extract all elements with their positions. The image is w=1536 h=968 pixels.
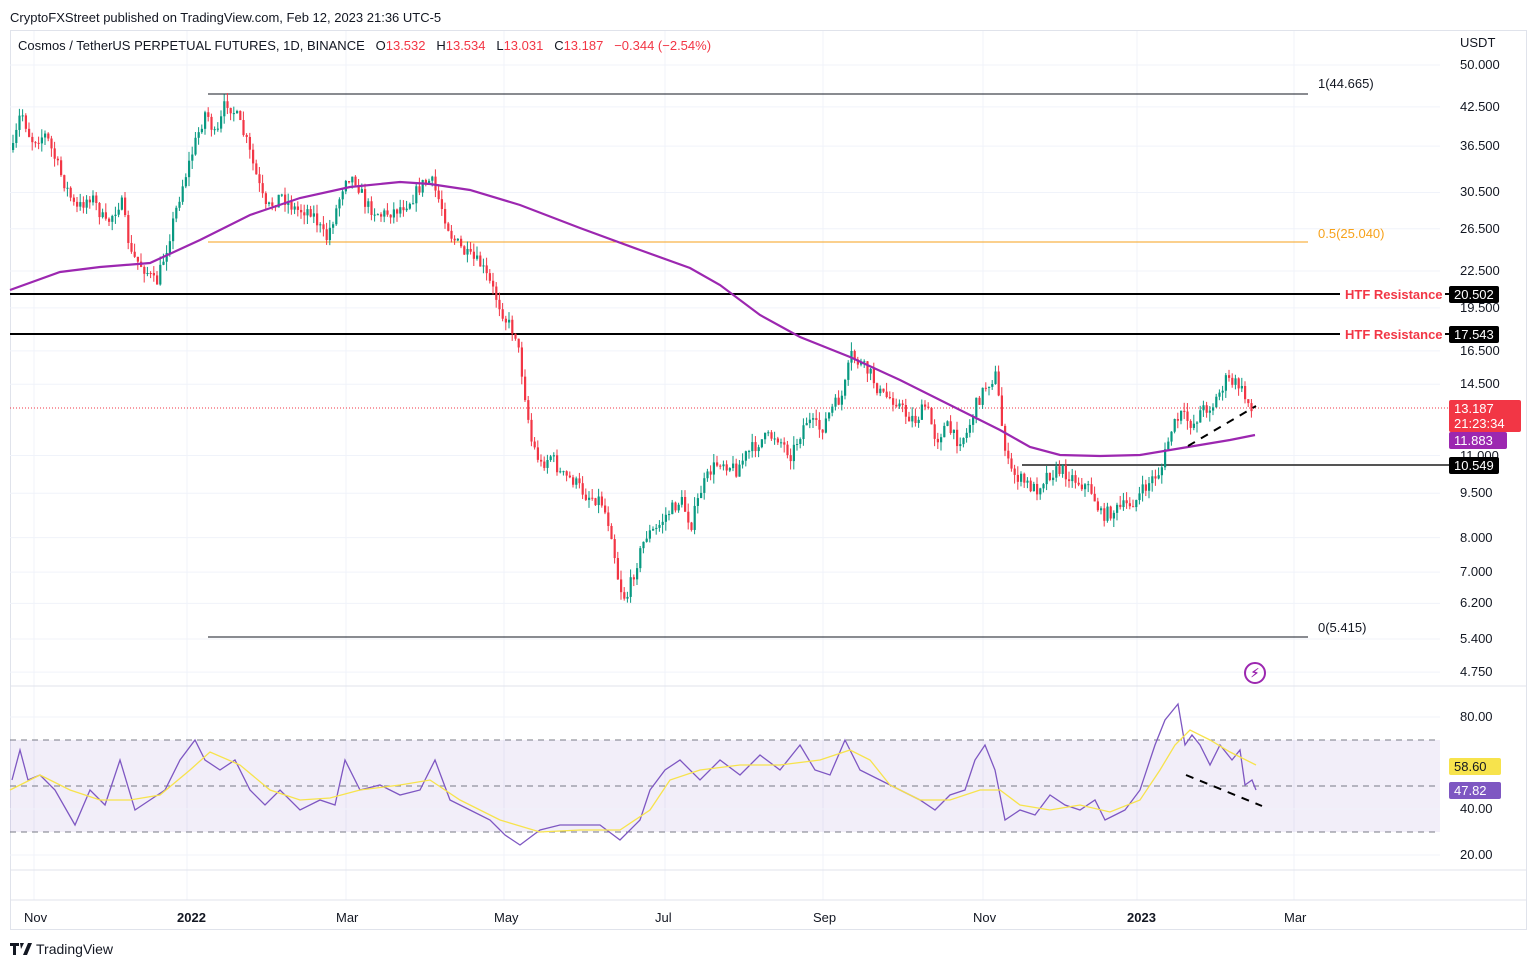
price-tick: 8.000 [1460,529,1493,545]
time-label: 2022 [177,910,206,925]
ma-price-tag: 11.883 [1449,432,1507,449]
time-label: 2023 [1127,910,1156,925]
price-tick: 5.400 [1460,631,1493,646]
low-value: 13.031 [503,38,544,53]
close-label: C [554,38,564,53]
lightning-icon[interactable]: ⚡︎ [1244,662,1266,684]
tradingview-brand: TradingView [36,941,114,957]
symbol-name: Cosmos / TetherUS PERPETUAL FUTURES, 1D,… [18,38,365,53]
high-label: H [436,38,446,53]
high-value: 13.534 [445,38,486,53]
tradingview-logo-icon [10,943,32,955]
htf-resistance-label-2: HTF Resistance [1343,327,1445,342]
bar-countdown: 21:23:34 [1454,416,1505,431]
rsi-tick: 20.00 [1460,847,1493,862]
price-tick: 36.500 [1460,138,1500,154]
price-tick: 30.500 [1460,184,1500,200]
symbol-legend: Cosmos / TetherUS PERPETUAL FUTURES, 1D,… [18,38,711,53]
low-label: L [496,38,504,53]
time-label: Jul [655,910,672,925]
last-price-tag: 13.187 21:23:34 [1449,400,1521,432]
htf1-price-tag: 20.502 [1449,286,1499,303]
change-value: −0.344 (−2.54%) [614,38,712,53]
close-value: 13.187 [563,38,604,53]
price-tick: 16.500 [1460,342,1500,358]
time-label: May [494,910,519,925]
rsi-value-tag: 47.82 [1449,782,1501,799]
fib-bottom-label: 0(5.415) [1318,620,1367,635]
fib-top-label: 1(44.665) [1318,76,1374,91]
open-value: 13.532 [385,38,426,53]
rsi-tick: 40.00 [1460,801,1493,816]
price-tick: 50.000 [1460,57,1500,72]
time-label: Mar [336,910,359,925]
price-tick: 26.500 [1460,220,1500,236]
rsi-ma-tag: 58.60 [1449,758,1501,775]
price-tick: 22.500 [1460,262,1500,278]
time-label: Sep [813,910,837,925]
price-tick: 19.500 [1460,299,1500,315]
price-tick: 42.500 [1460,98,1500,114]
time-label: Mar [1284,910,1307,925]
price-tick: 4.750 [1460,664,1493,680]
htf-resistance-label-1: HTF Resistance [1343,287,1445,302]
support-price-tag: 10.549 [1449,457,1499,474]
htf2-price-tag: 17.543 [1449,326,1499,343]
price-tick: 9.500 [1460,485,1493,501]
publisher-line: CryptoFXStreet published on TradingView.… [10,10,442,25]
currency-label: USDT [1460,35,1496,50]
price-tick: 6.200 [1460,595,1493,611]
fib-mid-label: 0.5(25.040) [1318,226,1385,241]
price-tick: 7.000 [1460,564,1493,580]
rsi-tick: 80.00 [1460,709,1493,724]
price-tick: 14.500 [1460,376,1500,392]
chart-frame[interactable] [10,30,1527,930]
last-price-value: 13.187 [1454,401,1494,416]
time-label: Nov [973,910,997,925]
open-label: O [375,38,386,53]
tradingview-logo[interactable]: TradingView [10,941,113,957]
time-label: Nov [24,910,48,925]
